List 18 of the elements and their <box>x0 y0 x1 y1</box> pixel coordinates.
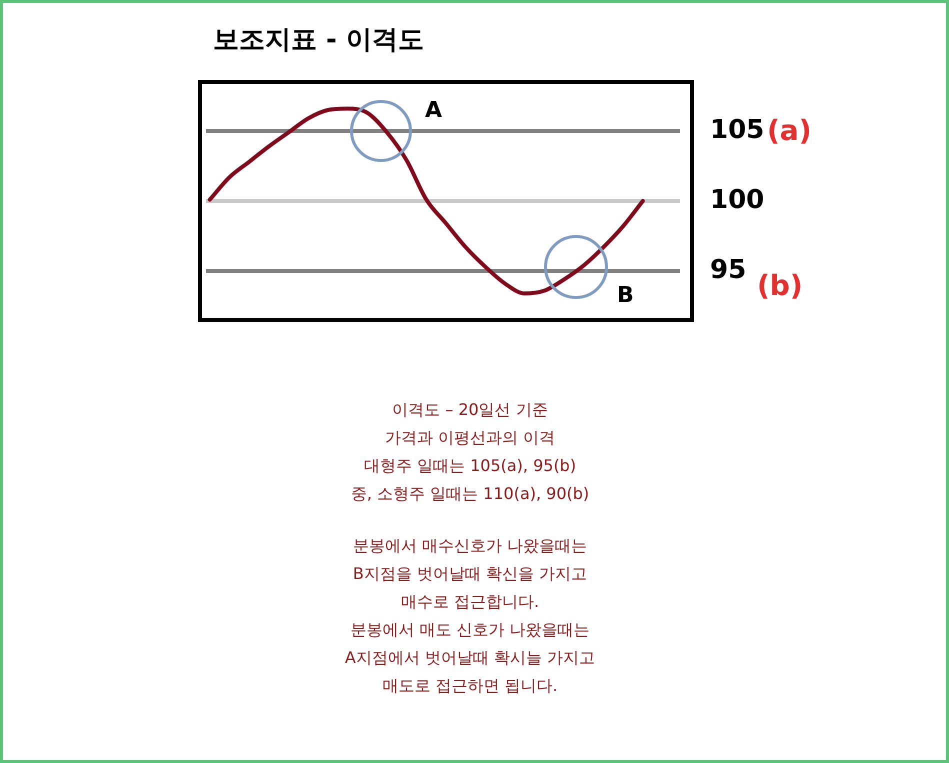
text: A지점에서 벗어날때 확시늘 가지고 <box>344 647 596 669</box>
chart-title: 보조지표 - 이격도 <box>213 24 424 57</box>
text: (b) <box>757 269 803 302</box>
y-tick-label: 100 <box>710 184 764 215</box>
text: 분봉에서 매수신호가 나왔을때는 <box>352 535 588 557</box>
text: 이격도 – 20일선 기준 <box>391 399 549 421</box>
text: B지점을 벗어날때 확신을 가지고 <box>352 563 588 585</box>
text: 중, 소형주 일때는 110(a), 90(b) <box>350 483 590 505</box>
text: (a) <box>767 114 812 147</box>
text: 분봉에서 매도 신호가 나왔을때는 <box>349 619 591 641</box>
annotation: B <box>617 283 634 308</box>
annotation: A <box>425 98 442 123</box>
text: 매수로 접근합니다. <box>400 591 540 613</box>
text: 매도로 접근하면 됩니다. <box>381 675 559 697</box>
text: 대형주 일때는 105(a), 95(b) <box>362 455 578 477</box>
y-tick-label: 95 <box>710 254 746 285</box>
text: 가격과 이평선과의 이격 <box>384 427 556 449</box>
y-tick-label: 105 <box>710 114 764 145</box>
